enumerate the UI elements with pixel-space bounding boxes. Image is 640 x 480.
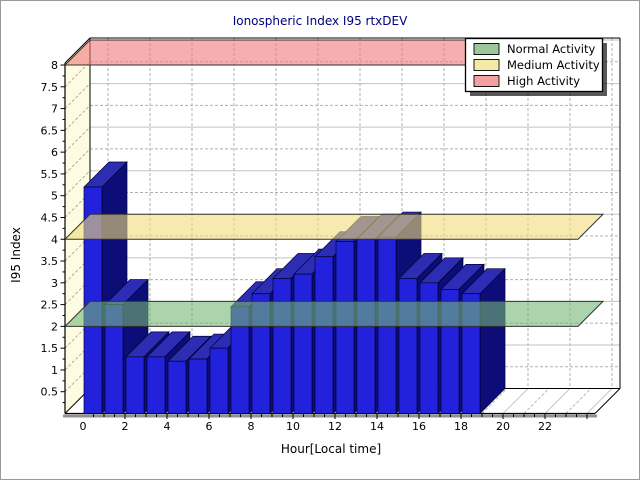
wall-hatch-line — [64, 322, 91, 349]
y-tick-label: 7.5 — [41, 81, 59, 94]
y-tick-label: 6.5 — [41, 124, 59, 137]
y-tick-label: 7 — [51, 103, 58, 116]
floor-hatch-line — [481, 388, 508, 414]
wall-hatch-line — [64, 83, 91, 109]
bar-front-face — [167, 360, 187, 414]
legend-label: Normal Activity — [507, 42, 595, 56]
y-tick-label: 1 — [51, 364, 58, 377]
bar-side-face — [479, 267, 506, 415]
x-tick-label: 12 — [328, 420, 342, 433]
legend-swatch-0 — [473, 43, 500, 55]
y-tick-label: 0.5 — [41, 386, 59, 399]
legend — [464, 37, 607, 96]
y-axis-label: I95 Index — [9, 227, 23, 283]
wall-hatch-line — [64, 279, 91, 305]
y-tick-label: 6 — [51, 146, 58, 159]
bar-front-face — [125, 356, 145, 414]
x-tick-label: 2 — [122, 420, 129, 433]
y-tick-label: 5.5 — [41, 168, 59, 181]
floor-hatch-line — [502, 388, 529, 414]
bar-hour-18 — [461, 267, 506, 415]
x-tick-label: 14 — [370, 420, 384, 433]
wall-hatch-line — [64, 105, 91, 131]
legend-label: Medium Activity — [507, 58, 600, 72]
bar-front-face — [293, 273, 313, 414]
y-tick-label: 3.5 — [41, 255, 59, 268]
chart-title: Ionospheric Index I95 rtxDEV — [233, 14, 408, 28]
y-tick-label: 4.5 — [41, 211, 59, 224]
x-tick-label: 10 — [286, 420, 300, 433]
legend-swatch-1 — [473, 59, 500, 71]
wall-hatch-line — [64, 148, 91, 175]
floor-hatch-line — [544, 388, 571, 414]
band-normal-activity — [63, 300, 605, 327]
y-tick-label: 2 — [51, 320, 58, 333]
x-tick-label: 16 — [412, 420, 426, 433]
wall-hatch-line — [64, 192, 91, 218]
wall-hatch-line — [64, 235, 91, 262]
y-tick-label: 3 — [51, 277, 58, 290]
legend-label: High Activity — [507, 74, 580, 88]
wall-hatch-line — [64, 257, 91, 284]
band-medium-activity — [63, 213, 605, 240]
x-tick-label: 4 — [164, 420, 171, 433]
bar-front-face — [209, 347, 229, 414]
x-tick-label: 18 — [454, 420, 468, 433]
y-tick-label: 8 — [51, 59, 58, 72]
wall-hatch-line — [64, 126, 91, 153]
y-tick-label: 4 — [51, 233, 58, 246]
x-axis-label: Hour[Local time] — [281, 442, 381, 456]
bar-front-face — [314, 256, 334, 414]
bar-front-face — [272, 278, 292, 414]
wall-hatch-line — [64, 344, 91, 371]
bar-front-face — [188, 358, 208, 414]
x-tick-label: 6 — [206, 420, 213, 433]
frame-floor-right — [594, 388, 621, 414]
y-tick-label: 2.5 — [41, 299, 59, 312]
bar-front-face — [335, 241, 355, 414]
bar-front-face — [146, 356, 166, 414]
frame-wall-top — [64, 37, 91, 64]
floor-hatch-line — [565, 388, 592, 414]
floor-hatch-line — [523, 388, 550, 414]
x-tick-label: 20 — [496, 420, 510, 433]
floor-hatch-line — [586, 388, 613, 414]
x-tick-label: 0 — [80, 420, 87, 433]
y-tick-label: 5 — [51, 190, 58, 203]
wall-hatch-line — [64, 61, 91, 88]
wall-hatch-line — [64, 366, 91, 393]
x-tick-label: 22 — [538, 420, 552, 433]
bar-front-face — [398, 278, 418, 414]
y-tick-label: 1.5 — [41, 342, 59, 355]
wall-hatch-line — [64, 170, 91, 197]
x-tick-label: 8 — [248, 420, 255, 433]
legend-swatch-2 — [473, 75, 500, 87]
